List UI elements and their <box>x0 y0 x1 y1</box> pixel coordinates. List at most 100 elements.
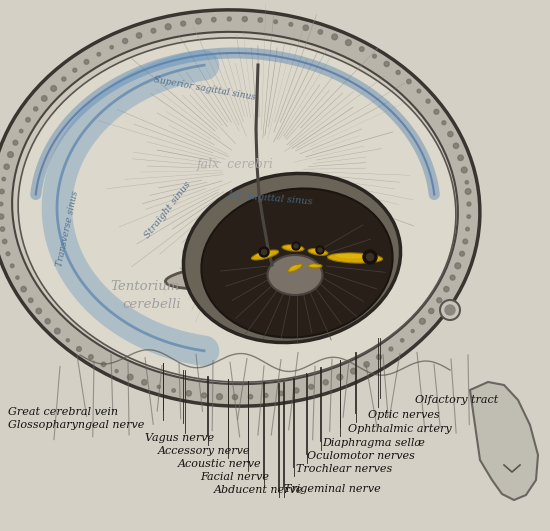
Circle shape <box>212 18 216 22</box>
Circle shape <box>279 391 283 396</box>
Circle shape <box>467 215 471 218</box>
Circle shape <box>41 96 47 101</box>
Text: cerebelli: cerebelli <box>123 298 182 311</box>
Circle shape <box>337 374 343 380</box>
Circle shape <box>455 263 461 269</box>
Circle shape <box>0 227 4 232</box>
Ellipse shape <box>267 255 322 295</box>
Text: Acoustic nerve: Acoustic nerve <box>178 459 262 469</box>
Circle shape <box>8 152 13 158</box>
Circle shape <box>157 386 161 388</box>
Text: Trigeminal nerve: Trigeminal nerve <box>284 484 381 494</box>
Circle shape <box>13 140 18 145</box>
Circle shape <box>172 389 175 392</box>
Ellipse shape <box>255 251 269 256</box>
Circle shape <box>420 319 425 324</box>
Ellipse shape <box>18 38 456 382</box>
Circle shape <box>141 380 147 385</box>
Polygon shape <box>470 382 538 500</box>
Circle shape <box>366 253 373 261</box>
Circle shape <box>428 309 434 314</box>
Circle shape <box>465 189 471 194</box>
Circle shape <box>165 24 171 30</box>
Circle shape <box>396 71 400 74</box>
Circle shape <box>316 246 324 254</box>
Text: Great cerebral vein: Great cerebral vein <box>8 407 118 417</box>
Text: Accessory nerve: Accessory nerve <box>158 446 250 456</box>
Circle shape <box>123 38 128 44</box>
Text: Optic nerves: Optic nerves <box>368 410 440 420</box>
Text: Trochlear nerves: Trochlear nerves <box>296 464 392 474</box>
Circle shape <box>373 54 376 58</box>
Circle shape <box>294 388 299 393</box>
Circle shape <box>3 239 7 244</box>
Circle shape <box>389 347 393 351</box>
Text: Superior sagittal sinus: Superior sagittal sinus <box>153 75 257 102</box>
Circle shape <box>110 46 113 49</box>
Ellipse shape <box>310 264 317 266</box>
Text: Abducent nerve: Abducent nerve <box>214 485 304 495</box>
Text: Tentorium: Tentorium <box>111 280 180 293</box>
Circle shape <box>29 298 33 303</box>
Text: Glossopharyngeal nerve: Glossopharyngeal nerve <box>8 420 144 430</box>
Circle shape <box>411 330 414 332</box>
Circle shape <box>0 202 3 206</box>
Ellipse shape <box>285 245 296 249</box>
Circle shape <box>460 251 464 256</box>
Circle shape <box>73 68 77 72</box>
Circle shape <box>363 250 377 264</box>
Ellipse shape <box>336 253 363 259</box>
Circle shape <box>261 250 267 254</box>
Circle shape <box>128 374 133 380</box>
Circle shape <box>51 85 57 91</box>
Circle shape <box>227 17 232 21</box>
Circle shape <box>458 155 464 160</box>
Circle shape <box>201 393 207 398</box>
Ellipse shape <box>327 253 382 263</box>
Circle shape <box>350 369 356 374</box>
Circle shape <box>101 362 106 366</box>
Circle shape <box>97 53 101 56</box>
Circle shape <box>89 355 93 359</box>
Circle shape <box>466 227 469 231</box>
Ellipse shape <box>0 10 480 406</box>
Ellipse shape <box>201 189 393 338</box>
Circle shape <box>45 319 50 324</box>
Circle shape <box>66 339 69 342</box>
Circle shape <box>377 355 382 359</box>
Circle shape <box>115 370 118 373</box>
Ellipse shape <box>288 264 303 272</box>
Circle shape <box>2 177 6 181</box>
Circle shape <box>448 132 453 137</box>
Circle shape <box>136 33 142 38</box>
Circle shape <box>264 393 268 397</box>
Circle shape <box>274 20 277 23</box>
Circle shape <box>249 395 252 399</box>
Circle shape <box>400 339 404 342</box>
Text: Ophthalmic artery: Ophthalmic artery <box>348 424 452 434</box>
Circle shape <box>364 362 369 367</box>
Circle shape <box>294 244 298 248</box>
Circle shape <box>34 107 38 111</box>
Circle shape <box>384 62 389 66</box>
Circle shape <box>463 239 467 244</box>
Circle shape <box>19 130 23 133</box>
Circle shape <box>345 40 351 46</box>
Circle shape <box>21 286 26 292</box>
Circle shape <box>217 393 223 400</box>
Circle shape <box>406 79 411 84</box>
Circle shape <box>292 242 300 250</box>
Circle shape <box>233 395 238 400</box>
Circle shape <box>332 34 338 40</box>
Circle shape <box>465 181 469 184</box>
Circle shape <box>0 214 4 219</box>
Circle shape <box>26 117 30 122</box>
Circle shape <box>442 121 446 125</box>
Circle shape <box>417 89 421 93</box>
Circle shape <box>444 287 449 292</box>
Circle shape <box>303 25 309 30</box>
Circle shape <box>186 391 191 396</box>
Circle shape <box>10 264 14 268</box>
Text: falx  cerebri: falx cerebri <box>196 158 273 171</box>
Circle shape <box>76 347 81 352</box>
